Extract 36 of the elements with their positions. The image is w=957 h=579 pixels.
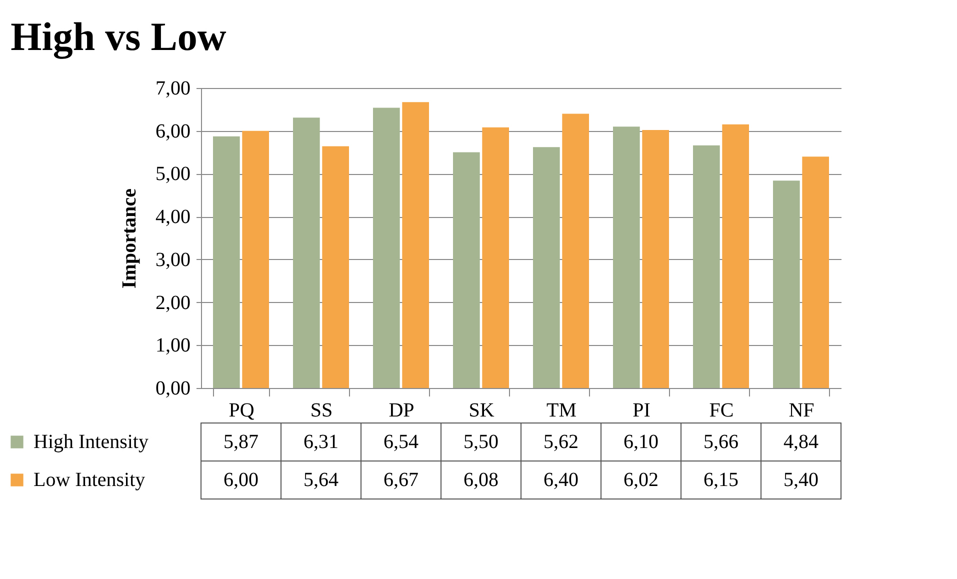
x-tick-label: FC [709, 400, 734, 422]
data-label: 4,84 [784, 431, 818, 453]
data-label: 6,08 [464, 469, 498, 491]
data-label: 6,67 [384, 469, 418, 491]
data-label: 5,87 [224, 431, 258, 453]
data-label: 5,64 [304, 469, 338, 491]
y-tick-label: 6,00 [156, 120, 190, 142]
y-tick-label: 2,00 [156, 292, 190, 314]
data-label: 6,02 [624, 469, 658, 491]
data-label: 6,00 [224, 469, 258, 491]
data-label: 6,10 [624, 431, 658, 453]
data-label: 5,66 [704, 431, 738, 453]
y-axis-title: Importance [118, 188, 140, 288]
legend-label: High Intensity [34, 431, 148, 453]
data-label: 5,62 [544, 431, 578, 453]
x-tick-label: TM [546, 400, 577, 422]
y-tick-label: 3,00 [156, 248, 190, 271]
chart-title: High vs Low [10, 14, 226, 59]
x-tick-label: PQ [228, 400, 255, 422]
data-label: 6,15 [704, 469, 738, 491]
data-label: 5,40 [784, 469, 818, 491]
x-tick-label: SK [468, 400, 495, 422]
data-label: 6,40 [544, 469, 578, 491]
legend-label: Low Intensity [34, 469, 146, 491]
x-tick-label: PI [632, 400, 650, 422]
y-tick-label: 0,00 [156, 378, 190, 400]
x-tick-label: NF [788, 400, 814, 422]
data-label: 6,54 [384, 431, 418, 453]
y-tick-label: 4,00 [156, 206, 190, 228]
data-label: 6,31 [304, 431, 338, 453]
y-tick-label: 5,00 [156, 163, 190, 186]
x-tick-label: SS [310, 400, 333, 422]
data-label: 5,50 [464, 431, 498, 453]
y-tick-label: 7,00 [156, 78, 190, 100]
x-tick-label: DP [388, 400, 414, 422]
y-tick-label: 1,00 [156, 334, 190, 357]
